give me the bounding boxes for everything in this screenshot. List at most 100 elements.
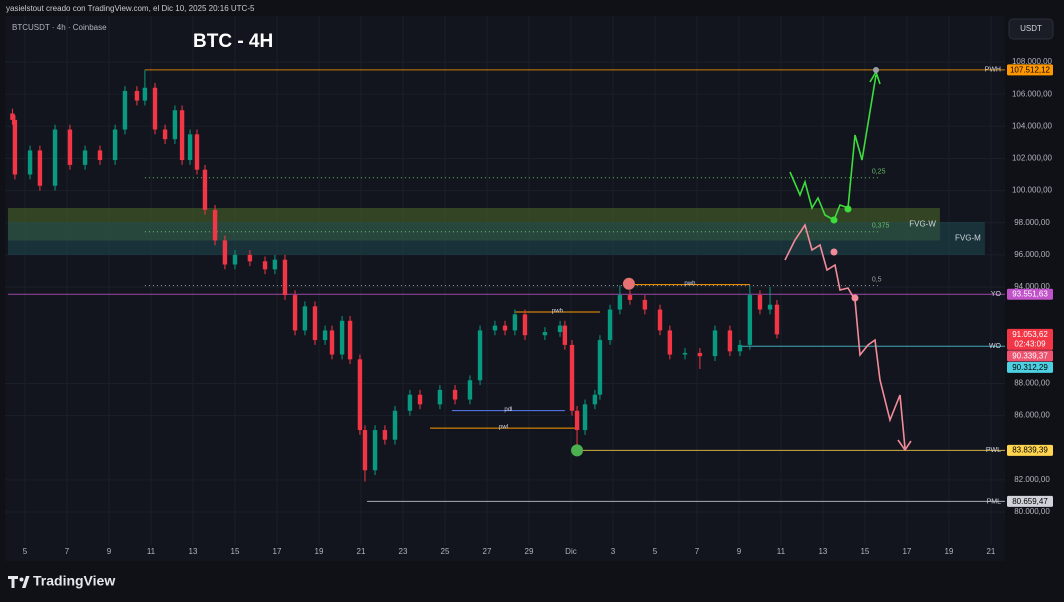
fib-label: 0,5 [872, 276, 882, 283]
level-name: PWH [985, 67, 1001, 74]
candle-body [682, 352, 688, 355]
candle-body [372, 430, 378, 471]
x-tick-label: 11 [147, 547, 156, 556]
x-tick-label: 3 [611, 547, 616, 556]
candle-body [247, 254, 253, 262]
projection-point [844, 205, 852, 213]
candle-body [52, 129, 58, 186]
candle-body [232, 254, 238, 265]
candle-body [212, 209, 218, 241]
candle-body [37, 150, 43, 186]
candle-body [452, 389, 458, 400]
fvg-zone [8, 221, 985, 255]
x-tick-label: 9 [107, 547, 112, 556]
price-tag-label: 91.053,62 [1012, 330, 1048, 339]
front-layer: PWH YO WO PWL PML pwh pwh pdl pwl [499, 67, 1001, 506]
candle-body [667, 330, 673, 355]
price-tag [1007, 64, 1053, 76]
candle-body [617, 295, 623, 310]
logo-part [8, 576, 18, 588]
y-tick-label: 86.000,00 [1014, 411, 1050, 420]
price-tag-label: 107.512,12 [1010, 65, 1051, 74]
candle-body [162, 129, 168, 140]
price-tag-label: 90.312,29 [1012, 363, 1048, 372]
annotation-label: pwl [499, 425, 508, 431]
annotation-label: pdl [504, 407, 512, 413]
candle-body [774, 304, 780, 335]
x-tick-label: Dic [565, 547, 577, 556]
y-tick-label: 106.000,00 [1012, 89, 1053, 98]
price-tag [1007, 361, 1053, 373]
candle-body [82, 150, 88, 165]
candle-body [597, 340, 603, 395]
candle-body [697, 352, 703, 357]
candle-body [179, 110, 185, 161]
candle-body [757, 295, 763, 310]
y-tick-label: 96.000,00 [1014, 250, 1050, 259]
brand-logo [8, 576, 30, 588]
price-tag [1007, 495, 1053, 507]
brand: TradingView [33, 573, 115, 589]
mid-layer: FVG-W FVG-M 0,25 0,375 0,5 [8, 69, 1005, 502]
candle-body [569, 344, 575, 411]
candle-body [134, 90, 140, 101]
candle-body [362, 430, 368, 471]
x-tick-label: 19 [944, 547, 953, 556]
fib-label: 0,375 [872, 223, 890, 230]
projection-point [830, 248, 838, 256]
projections [784, 67, 912, 452]
level-name: YO [991, 291, 1002, 298]
arrow-head [897, 439, 912, 452]
candle-body [477, 330, 483, 381]
candle-body [142, 87, 148, 101]
candle-body [272, 259, 278, 270]
caption: yasielstout creado con TradingView.com, … [6, 4, 255, 13]
candle-body [322, 330, 328, 341]
bearish-projection [784, 223, 906, 449]
x-tick-label: 21 [357, 547, 366, 556]
y-tick-label: 88.000,00 [1014, 379, 1050, 388]
level-name: WO [989, 343, 1002, 350]
countdown: 02:43:09 [1014, 339, 1046, 348]
candle-body [312, 306, 318, 341]
currency[interactable]: USDT [1020, 24, 1042, 33]
candle-body [727, 330, 733, 352]
candle-body [437, 389, 443, 405]
price-tag-label: 80.659,47 [1012, 497, 1048, 506]
candle-body [202, 169, 208, 210]
y-tick-label: 100.000,00 [1012, 186, 1053, 195]
candle-body [194, 134, 200, 170]
candle-body [467, 380, 473, 400]
projection-point [830, 216, 838, 224]
x-tick-label: 7 [65, 547, 70, 556]
y-tick-label: 94.000,00 [1014, 282, 1050, 291]
price-tag [1007, 350, 1053, 362]
zone-label: FVG-M [955, 234, 981, 243]
candle-body [582, 404, 588, 431]
candle-body [747, 295, 753, 345]
candle-body [502, 325, 508, 331]
x-tick-label: 13 [818, 547, 827, 556]
marker [571, 444, 584, 457]
candle-body [657, 309, 663, 331]
y-tick-label: 108.000,00 [1012, 57, 1053, 66]
candle-body [712, 330, 718, 357]
annotation-label: pwh [684, 281, 695, 287]
chart-title: BTC - 4H [193, 31, 273, 52]
projection-point [851, 294, 859, 302]
marker [622, 277, 635, 290]
x-tick-label: 17 [902, 547, 911, 556]
candle-body [512, 314, 518, 331]
candle-body [407, 394, 413, 411]
candle-body [357, 359, 363, 431]
level-name: PWL [986, 447, 1001, 454]
logo-part [22, 576, 30, 588]
fib-label: 0,25 [872, 169, 886, 176]
candle-body [262, 261, 268, 270]
x-tick-label: 15 [860, 547, 869, 556]
currency-button[interactable] [1008, 18, 1054, 40]
candle-body [574, 410, 580, 431]
y-tick-label: 82.000,00 [1014, 475, 1050, 484]
candle-body [767, 304, 773, 310]
